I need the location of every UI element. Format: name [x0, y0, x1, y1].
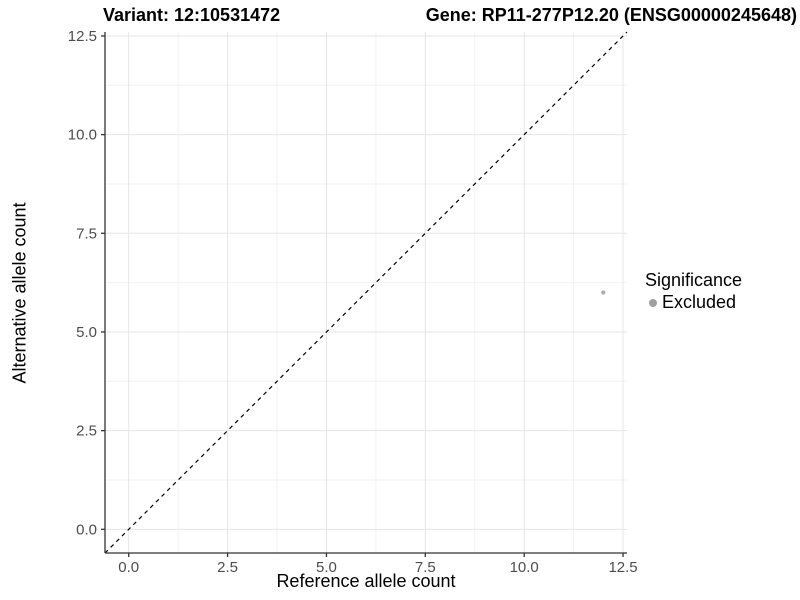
- svg-text:0.0: 0.0: [76, 521, 97, 538]
- legend: Significance Excluded: [645, 270, 742, 313]
- svg-text:12.5: 12.5: [608, 559, 637, 576]
- legend-item-excluded: Excluded: [649, 292, 742, 313]
- svg-text:7.5: 7.5: [415, 559, 436, 576]
- svg-text:10.0: 10.0: [510, 559, 539, 576]
- svg-text:5.0: 5.0: [316, 559, 337, 576]
- svg-text:2.5: 2.5: [217, 559, 238, 576]
- svg-text:5.0: 5.0: [76, 324, 97, 341]
- plot-title-variant: Variant: 12:10531472: [103, 5, 281, 25]
- y-axis-title: Alternative allele count: [9, 202, 30, 384]
- svg-text:0.0: 0.0: [118, 559, 139, 576]
- svg-text:2.5: 2.5: [76, 423, 97, 440]
- svg-text:10.0: 10.0: [68, 127, 97, 144]
- legend-item-label: Excluded: [662, 292, 737, 312]
- x-axis-title: Reference allele count: [276, 571, 456, 591]
- plot-title-gene: Gene: RP11-277P12.20 (ENSG00000245648): [425, 5, 797, 25]
- legend-title: Significance: [645, 270, 743, 290]
- svg-text:7.5: 7.5: [76, 225, 97, 242]
- svg-text:12.5: 12.5: [68, 28, 97, 45]
- point-key-icon: [649, 298, 657, 307]
